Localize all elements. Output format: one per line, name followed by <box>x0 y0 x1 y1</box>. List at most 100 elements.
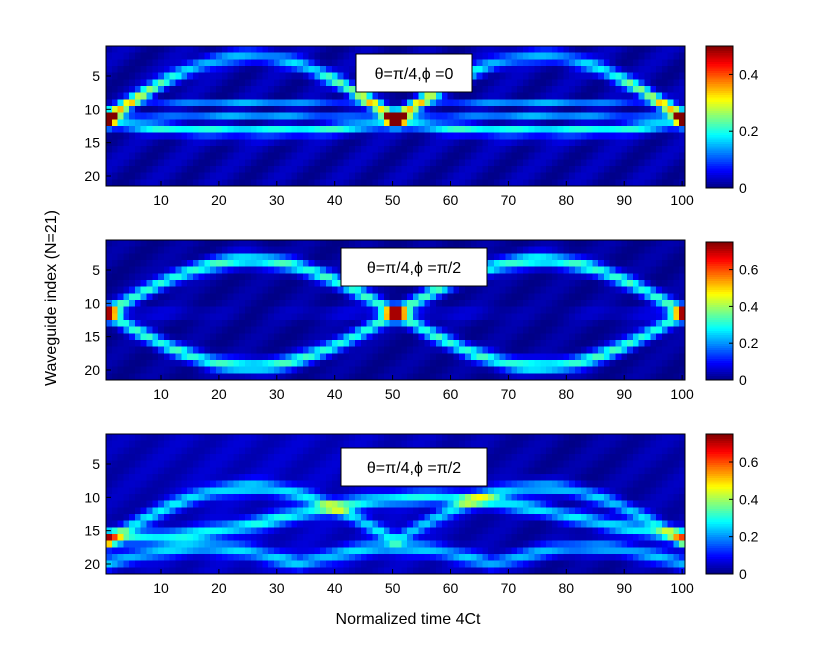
heatmap-cell <box>650 253 657 261</box>
heatmap-cell <box>291 240 298 248</box>
heatmap-cell <box>378 434 385 442</box>
heatmap-cell <box>262 246 269 254</box>
heatmap-cell <box>366 293 373 301</box>
heatmap-cell <box>279 280 286 288</box>
heatmap-cell <box>418 293 425 301</box>
heatmap-cell <box>580 340 587 348</box>
heatmap-cell <box>650 373 657 381</box>
heatmap-cell <box>569 112 576 120</box>
colorbar-step <box>706 74 733 78</box>
heatmap-cell <box>152 99 159 107</box>
heatmap-cell <box>673 313 680 321</box>
heatmap-cell <box>262 346 269 354</box>
heatmap-cell <box>447 300 454 308</box>
heatmap-cell <box>470 346 477 354</box>
heatmap-cell <box>598 106 605 114</box>
heatmap-cell <box>470 286 477 294</box>
heatmap-cell <box>106 280 113 288</box>
heatmap-cell <box>418 146 425 154</box>
heatmap-cell <box>661 280 669 288</box>
heatmap-cell <box>598 112 605 120</box>
heatmap-cell <box>395 46 402 54</box>
heatmap-cell <box>563 52 570 60</box>
heatmap-cell <box>308 273 315 281</box>
heatmap-cell <box>517 166 524 174</box>
heatmap-cell <box>302 166 310 174</box>
heatmap-cell <box>615 300 622 308</box>
heatmap-cell <box>436 240 443 248</box>
heatmap-cell <box>308 467 315 475</box>
heatmap-cell <box>227 106 234 114</box>
heatmap-cell <box>441 139 449 147</box>
heatmap-cell <box>557 172 564 180</box>
colorbar-step <box>706 341 733 344</box>
heatmap-cell <box>239 126 246 134</box>
heatmap-cell <box>354 46 362 54</box>
heatmap-cell <box>383 179 391 187</box>
heatmap-cell <box>534 460 541 468</box>
heatmap-cell <box>134 79 142 87</box>
heatmap-cell <box>250 152 257 160</box>
heatmap-cell <box>285 293 292 301</box>
heatmap-cell <box>285 52 292 60</box>
heatmap-cell <box>656 266 663 274</box>
heatmap-cell <box>488 112 495 120</box>
heatmap-cell <box>580 159 587 167</box>
heatmap-cell <box>349 106 356 114</box>
heatmap-cell <box>667 434 674 442</box>
heatmap-cell <box>331 92 338 100</box>
heatmap-cell <box>146 92 153 100</box>
heatmap-cell <box>331 52 338 60</box>
heatmap-cell <box>221 246 228 254</box>
heatmap-cell <box>499 460 506 468</box>
heatmap-cell <box>239 353 246 361</box>
heatmap-cell <box>181 280 188 288</box>
heatmap-cell <box>528 106 535 114</box>
heatmap-cell <box>129 132 136 140</box>
heatmap-cell <box>192 260 200 268</box>
heatmap-cell <box>372 360 379 368</box>
heatmap-cell <box>493 273 501 281</box>
heatmap-cell <box>233 152 240 160</box>
heatmap-cell <box>192 59 200 67</box>
heatmap-cell <box>383 333 391 341</box>
heatmap-cell <box>181 454 188 462</box>
heatmap-cell <box>140 152 147 160</box>
heatmap-cell <box>522 306 530 314</box>
heatmap-cell <box>192 353 200 361</box>
heatmap-cell <box>239 172 246 180</box>
heatmap-cell <box>175 440 182 448</box>
heatmap-cell <box>314 293 321 301</box>
heatmap-cell <box>140 139 147 147</box>
heatmap-cell <box>557 366 564 374</box>
heatmap-cell <box>609 286 616 294</box>
heatmap-cell <box>517 246 524 254</box>
heatmap-cell <box>308 246 315 254</box>
colorbar-step <box>706 259 733 262</box>
heatmap-cell <box>273 59 281 67</box>
heatmap-cell <box>586 340 593 348</box>
heatmap-cell <box>111 447 118 455</box>
heatmap-cell <box>140 106 147 114</box>
heatmap-cell <box>621 240 628 248</box>
heatmap-cell <box>268 72 275 80</box>
heatmap-cell <box>158 326 165 334</box>
heatmap-cell <box>169 86 176 94</box>
heatmap-cell <box>517 179 524 187</box>
heatmap-cell <box>256 320 263 328</box>
heatmap-cell <box>673 92 680 100</box>
heatmap-cell <box>268 152 275 160</box>
heatmap-cell <box>493 240 501 248</box>
heatmap-cell <box>389 119 396 127</box>
heatmap-cell <box>198 152 205 160</box>
heatmap-cell <box>221 92 228 100</box>
heatmap-cell <box>383 46 391 54</box>
heatmap-cell <box>187 460 194 468</box>
heatmap-cell <box>453 92 460 100</box>
heatmap-cell <box>534 126 541 134</box>
heatmap-cell <box>493 313 501 321</box>
heatmap-cell <box>586 46 593 54</box>
heatmap-cell <box>175 159 182 167</box>
heatmap-cell <box>574 300 582 308</box>
heatmap-cell <box>401 159 408 167</box>
